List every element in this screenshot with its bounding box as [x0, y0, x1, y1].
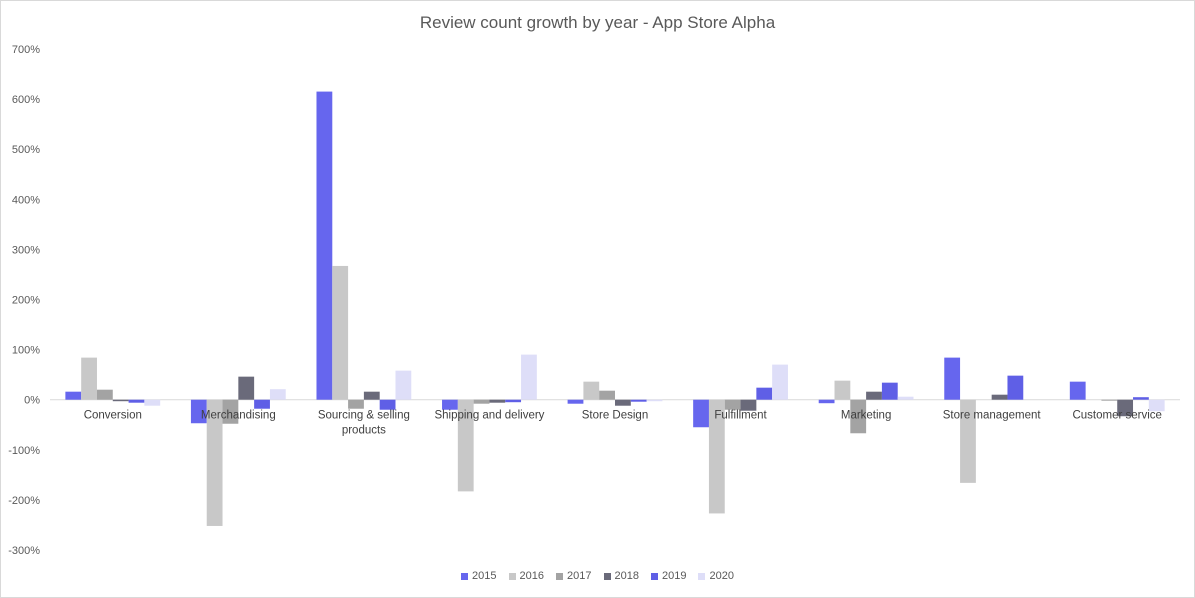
bar-2019: [128, 399, 145, 403]
bar-2017: [724, 399, 741, 410]
bar-2018: [740, 399, 757, 411]
legend-label: 2020: [709, 570, 734, 582]
bar-2016: [708, 399, 725, 514]
bar-2015: [442, 399, 458, 410]
bar-2020: [1148, 399, 1165, 412]
legend-item-2019: 2019: [650, 570, 687, 582]
category-label: Store Design: [582, 410, 648, 422]
bar-2019: [505, 399, 522, 403]
legend-swatch: [698, 572, 706, 580]
bar-2015: [818, 399, 835, 404]
bar-2015: [944, 357, 961, 400]
bar-2015: [693, 399, 709, 428]
bar-2015: [1069, 381, 1086, 400]
bar-2016: [206, 399, 223, 526]
category-label: Shipping and delivery: [434, 410, 544, 422]
bar-2020: [395, 370, 412, 400]
category-label: Conversion: [84, 410, 142, 422]
bar-2016: [332, 265, 349, 400]
legend-label: 2015: [472, 570, 497, 582]
bar-2019: [756, 387, 773, 400]
bar-2016: [457, 399, 474, 492]
bar-2017: [473, 399, 490, 404]
bar-2017: [96, 389, 113, 400]
bar-2015: [567, 399, 584, 404]
y-tick-label: 200%: [12, 295, 40, 307]
legend-item-2017: 2017: [556, 570, 592, 582]
chart-title: Review count growth by year - App Store …: [419, 13, 776, 32]
bar-2020: [269, 389, 286, 400]
bar-2017: [1101, 399, 1118, 401]
bar-2018: [991, 394, 1008, 400]
legend-swatch: [603, 572, 611, 580]
category-label: Marketing: [841, 410, 892, 422]
bar-2017: [222, 399, 239, 424]
category-label: Store management: [943, 410, 1042, 422]
bar-2020: [144, 399, 161, 406]
legend-label: 2016: [519, 570, 545, 582]
legend-item-2020: 2020: [698, 570, 734, 582]
bar-2018: [615, 399, 631, 406]
bar-2017: [348, 399, 364, 409]
bar-2018: [1117, 399, 1134, 417]
bar-2015: [316, 91, 333, 400]
bar-2018: [866, 391, 882, 400]
y-tick-label: -100%: [8, 445, 40, 457]
y-tick-label: 700%: [12, 44, 40, 56]
bar-2019: [630, 399, 647, 402]
y-tick-label: -300%: [8, 545, 40, 557]
bar-2019: [1133, 397, 1149, 400]
category-label: Merchandising: [201, 410, 276, 422]
bar-2018: [112, 399, 129, 402]
category-label: Sourcing & selling products: [318, 410, 410, 437]
bar-2018: [363, 391, 380, 400]
category-label: Fulfillment: [714, 410, 767, 422]
legend-item-2016: 2016: [508, 570, 545, 582]
legend-swatch: [461, 572, 469, 580]
bar-2018: [238, 376, 255, 400]
bar-2019: [881, 382, 898, 400]
bar-2015: [190, 399, 207, 424]
legend-label: 2019: [661, 570, 687, 582]
bar-2020: [521, 354, 537, 400]
bar-2020: [772, 364, 788, 400]
bar-2016: [834, 380, 851, 400]
bar-2020: [646, 399, 663, 402]
category-label: Customer service: [1072, 410, 1161, 422]
legend-swatch: [556, 572, 564, 580]
bar-2015: [65, 391, 82, 400]
bar-2018: [489, 399, 506, 403]
bar-2016: [583, 381, 600, 400]
y-tick-label: 400%: [12, 194, 40, 206]
y-tick-label: 600%: [12, 94, 40, 106]
y-tick-label: -200%: [8, 495, 40, 507]
bar-2016: [960, 399, 976, 483]
legend-swatch: [650, 572, 658, 580]
legend-label: 2018: [614, 570, 639, 582]
legend-item-2018: 2018: [603, 570, 639, 582]
legend-label: 2017: [567, 570, 592, 582]
bar-2019: [379, 399, 396, 410]
y-tick-label: 0%: [24, 395, 40, 407]
bar-2017: [599, 390, 615, 400]
bar-2020: [897, 396, 914, 400]
bar-2019: [254, 399, 270, 409]
bar-2017: [850, 399, 867, 434]
bar-2019: [1007, 375, 1024, 400]
bar-2016: [81, 357, 97, 400]
y-tick-label: 300%: [12, 244, 40, 256]
y-tick-label: 100%: [12, 345, 40, 357]
legend-item-2015: 2015: [461, 570, 497, 582]
legend-swatch: [508, 572, 516, 580]
chart-legend: 2015 2016 2017 2018 2019 2020: [0, 570, 1195, 582]
y-tick-label: 500%: [12, 144, 40, 156]
